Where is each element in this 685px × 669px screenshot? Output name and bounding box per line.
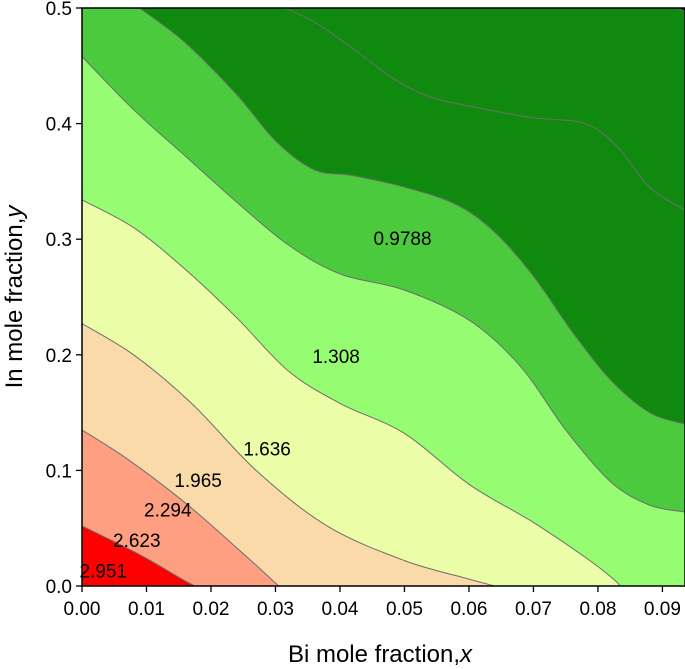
y-tick-label: 0.1 [46,461,72,482]
plot-frame [81,7,685,587]
contour-line-0.9788 [284,8,685,211]
contour-line-1.308 [139,8,685,425]
contour-line-2.294 [82,323,495,586]
y-tick-label: 0.2 [46,346,72,367]
band-2.623 [82,8,279,586]
x-tick-label: 0.02 [192,599,229,620]
contour-line-2.623 [82,429,280,586]
contour-line-2.951 [82,525,196,586]
x-tick-label: 0.07 [515,599,552,620]
x-tick-label: 0.09 [644,599,681,620]
y-tick-label: 0.5 [46,0,72,20]
contour-label: 2.623 [113,531,161,552]
contour-label: 2.294 [144,501,192,522]
x-tick-label: 0.05 [386,599,423,620]
contour-line-1.636 [82,56,685,513]
y-tick-label: 0.0 [46,577,72,598]
contour-labels: 2.951 2.623 2.294 1.965 1.636 1.308 0.9788 [80,229,432,582]
x-tick-label: 0.01 [128,599,165,620]
contour-line-1.965 [82,199,621,586]
contour-label: 2.951 [80,561,128,582]
x-tick-label: 0.04 [321,599,358,620]
contour-bands [82,8,685,586]
x-tick-label: 0.08 [579,599,616,620]
contour-label: 1.965 [174,471,222,492]
y-axis: 0.0 0.1 0.2 0.3 0.4 0.5 [46,0,82,598]
y-tick-label: 0.4 [46,115,73,136]
y-tick-label: 0.3 [46,230,72,251]
x-axis: 0.00 0.01 0.02 0.03 0.04 0.05 0.06 0.07 0.08 0.09 [64,586,681,620]
x-tick-label: 0.00 [64,599,101,620]
y-axis-title: In mole fraction,y [1,204,28,389]
x-tick-label: 0.03 [257,599,294,620]
band-2.294 [82,8,495,586]
contour-label: 1.308 [312,347,360,368]
contour-label: 1.636 [243,439,291,460]
x-axis-title: Bi mole fraction,x [288,641,473,668]
x-tick-label: 0.06 [450,599,487,620]
contour-label: 0.9788 [373,229,431,250]
contour-lines [82,8,685,586]
